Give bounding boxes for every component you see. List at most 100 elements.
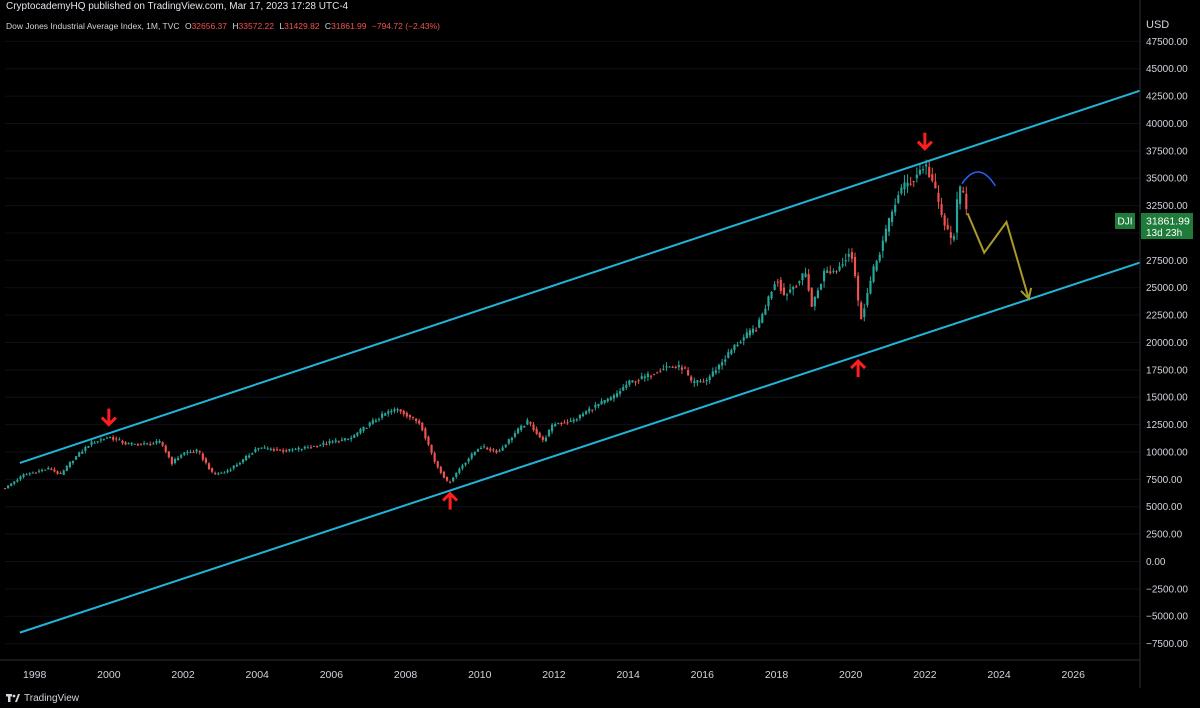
y-tick-label: 40000.00 — [1146, 119, 1188, 130]
candle-body — [668, 366, 671, 368]
candle-body — [717, 364, 721, 370]
candle-body — [269, 448, 272, 450]
candle-body — [62, 470, 65, 475]
arrow-head — [850, 358, 867, 370]
channel-line-upper[interactable] — [19, 89, 1141, 464]
red-up-arrow-icon[interactable] — [442, 491, 459, 510]
candle-body — [393, 409, 396, 412]
x-tick-label: 2016 — [691, 669, 715, 681]
candle-body — [288, 449, 291, 451]
candle-body — [826, 270, 829, 273]
candle-body — [22, 474, 25, 478]
candle-body — [541, 436, 544, 440]
candle-body — [78, 452, 81, 457]
candle-body — [646, 373, 650, 378]
candle-body — [87, 446, 90, 448]
candle-body — [183, 452, 186, 455]
candle-body — [863, 308, 866, 317]
y-tick-label: −7500.00 — [1146, 639, 1188, 650]
candle-body — [507, 439, 510, 444]
symbol-legend[interactable]: Dow Jones Industrial Average Index, 1M, … — [6, 21, 440, 31]
y-tick-label: 7500.00 — [1146, 475, 1183, 486]
candle-body — [872, 266, 875, 282]
candle-body — [402, 410, 405, 415]
candle-body — [776, 281, 779, 283]
candle-body — [127, 443, 130, 445]
candle-body — [770, 292, 773, 299]
candle-body — [241, 459, 245, 463]
candle-body — [575, 419, 578, 421]
candle-body — [362, 426, 365, 431]
candle-body — [894, 204, 897, 213]
candle-body — [952, 236, 956, 240]
candle-body — [316, 446, 319, 448]
candle-body — [449, 481, 452, 483]
candle-body — [31, 472, 34, 474]
annotations[interactable] — [100, 132, 1033, 510]
candle-body — [155, 441, 158, 444]
candle-body — [912, 180, 915, 182]
red-down-arrow-icon[interactable] — [100, 408, 117, 427]
candle-body — [96, 441, 99, 443]
candle-body — [430, 444, 433, 454]
price-axis[interactable]: 47500.00 45000.00 42500.00 40000.00 37500.00… — [1146, 37, 1188, 650]
candle-body — [560, 422, 563, 424]
candle-body — [139, 444, 143, 446]
candle-body — [28, 473, 31, 475]
red-up-arrow-icon[interactable] — [850, 358, 867, 378]
tradingview-footer[interactable]: TradingView — [0, 688, 306, 708]
candle-body — [906, 182, 909, 187]
candle-body — [931, 174, 934, 181]
candle-body — [804, 273, 807, 278]
candle-body — [121, 440, 124, 444]
candle-body — [65, 466, 68, 472]
candle-body — [628, 380, 631, 385]
candle-body — [75, 456, 78, 460]
candle-body — [118, 439, 121, 441]
candle-body — [557, 423, 560, 425]
candle-body — [606, 398, 609, 402]
time-axis[interactable]: 1998 2000 2002 2004 2006 2008 2010 2012 2014 2016… — [23, 669, 1085, 681]
candle-body — [415, 418, 418, 422]
candle-body — [313, 445, 316, 447]
candle-body — [925, 164, 928, 167]
candle-body — [399, 409, 402, 412]
publisher-header: CryptocademyHQ published on TradingView.… — [6, 1, 349, 12]
candle-body — [773, 284, 776, 290]
candle-body — [489, 448, 492, 451]
x-tick-label: 2012 — [542, 669, 566, 681]
candle-body — [789, 289, 792, 293]
candle-body — [816, 290, 820, 299]
candle-body — [427, 436, 430, 445]
candle-body — [143, 443, 146, 445]
candle-body — [146, 443, 149, 445]
candle-body — [279, 449, 282, 451]
candle-body — [615, 393, 619, 397]
candle-body — [835, 271, 838, 273]
x-tick-label: 2008 — [394, 669, 418, 681]
candle-body — [71, 460, 75, 464]
arrow-head — [916, 140, 933, 151]
candle-body — [353, 435, 356, 438]
x-tick-label: 2006 — [320, 669, 344, 681]
candle-body — [702, 381, 705, 383]
y-tick-label: 25000.00 — [1146, 283, 1188, 294]
y-tick-label: 17500.00 — [1146, 365, 1188, 376]
candle-body — [245, 456, 248, 461]
red-down-arrow-icon[interactable] — [916, 132, 933, 151]
candle-body — [631, 380, 634, 383]
candle-body — [529, 421, 532, 424]
channel-line-lower[interactable] — [19, 261, 1141, 634]
projection-path[interactable] — [966, 212, 1030, 299]
projection-arrowhead[interactable] — [1020, 287, 1033, 301]
candle-body — [130, 443, 133, 445]
channel-lines[interactable] — [19, 89, 1141, 634]
candle-body — [711, 371, 714, 377]
candle-body — [699, 381, 702, 383]
rounding-top-arc[interactable] — [961, 171, 996, 187]
candle-body — [229, 469, 232, 471]
candle-body — [520, 425, 523, 431]
legend-open: 32656.37 — [191, 21, 228, 31]
candle-body — [572, 419, 575, 422]
